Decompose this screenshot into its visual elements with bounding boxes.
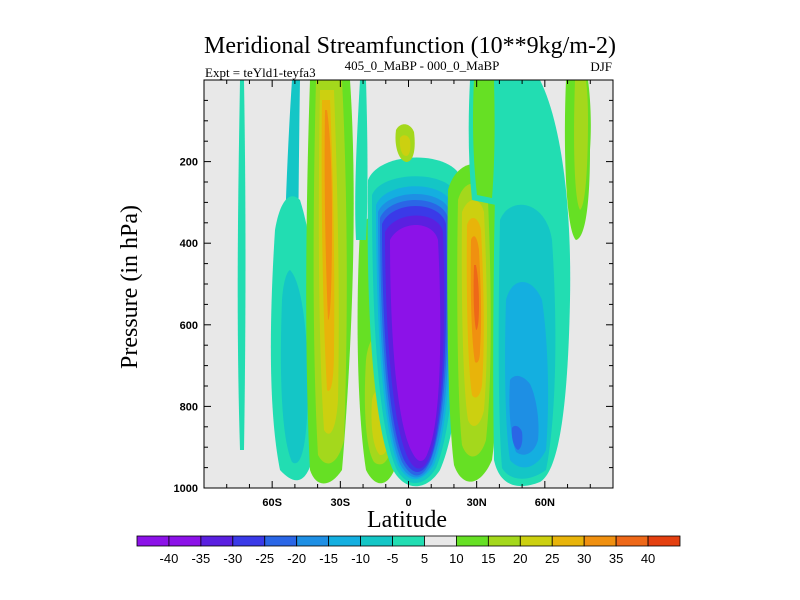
- colorbar-label: -15: [319, 551, 338, 566]
- nh-highlat-band: [564, 80, 591, 240]
- colorbar-label: -40: [160, 551, 179, 566]
- x-tick-label: 60S: [262, 497, 282, 509]
- y-tick-label: 200: [180, 157, 198, 169]
- y-axis: 200 400 600 800 1000: [174, 99, 613, 495]
- colorbar-swatch: [487, 535, 521, 547]
- x-tick-label: 30N: [467, 497, 487, 509]
- colorbar-label: -30: [223, 551, 242, 566]
- chart-title: Meridional Streamfunction (10**9kg/m-2): [204, 33, 616, 59]
- colorbar-label: -20: [287, 551, 306, 566]
- colorbar-swatch: [136, 535, 170, 547]
- colorbar-label: -10: [351, 551, 370, 566]
- colorbar-swatch: [456, 535, 489, 547]
- y-tick-label: 800: [180, 401, 198, 413]
- y-tick-label: 1000: [174, 483, 198, 495]
- y-tick-label: 400: [180, 238, 198, 250]
- colorbar-label: 15: [481, 551, 495, 566]
- y-axis-label: Pressure (in hPa): [117, 205, 143, 369]
- colorbar-label: 25: [545, 551, 559, 566]
- colorbar-label: 35: [609, 551, 623, 566]
- colorbar-swatch: [392, 535, 425, 547]
- x-tick-label: 60N: [535, 497, 555, 509]
- tropical-negative-cell: [367, 157, 465, 487]
- experiment-label: Expt = teYld1-teyfa3: [205, 65, 316, 80]
- nh-midlat-band: [493, 80, 571, 487]
- x-tick-label: 30S: [331, 497, 351, 509]
- colorbar-swatch: [424, 535, 457, 547]
- colorbar-swatch: [551, 535, 585, 547]
- contour-field: [237, 80, 591, 487]
- colorbar-swatch: [168, 535, 202, 547]
- y-tick-label: 600: [180, 320, 198, 332]
- x-axis-label: Latitude: [367, 507, 447, 533]
- colorbar-swatch: [519, 535, 553, 547]
- colorbar-swatch: [232, 535, 266, 547]
- colorbar-label: 30: [577, 551, 591, 566]
- colorbar-label: -25: [255, 551, 274, 566]
- nh-subtropical-band: [447, 163, 499, 482]
- colorbar-label: -35: [191, 551, 210, 566]
- colorbar-swatch: [360, 535, 393, 547]
- colorbar-swatch: [583, 535, 617, 547]
- season-label: DJF: [590, 59, 612, 74]
- colorbar-swatch: [264, 535, 298, 547]
- x-tick-label: 0: [405, 497, 411, 509]
- colorbar-label: 20: [513, 551, 527, 566]
- colorbar-label: 10: [449, 551, 463, 566]
- colorbar-swatch: [200, 535, 234, 547]
- upper-green-strip: [355, 80, 368, 240]
- nh-upper-column: [468, 80, 500, 205]
- colorbar-label: -5: [387, 551, 399, 566]
- colorbar-label: 5: [421, 551, 428, 566]
- period-label: 405_0_MaBP - 000_0_MaBP: [345, 58, 500, 73]
- colorbar-label: 40: [641, 551, 655, 566]
- colorbar: -40 -35 -30 -25 -20 -15 -10 -5 5 10 15 20 25 30 35 40: [136, 535, 681, 566]
- colorbar-swatch: [296, 535, 330, 547]
- colorbar-swatch: [328, 535, 361, 547]
- sh-subtropical-band: [306, 80, 354, 484]
- colorbar-swatch: [647, 535, 681, 547]
- equatorial-upper-blob: [395, 124, 415, 162]
- colorbar-swatch: [615, 535, 649, 547]
- x-axis: 60S 30S 0 30N 60N: [226, 80, 591, 509]
